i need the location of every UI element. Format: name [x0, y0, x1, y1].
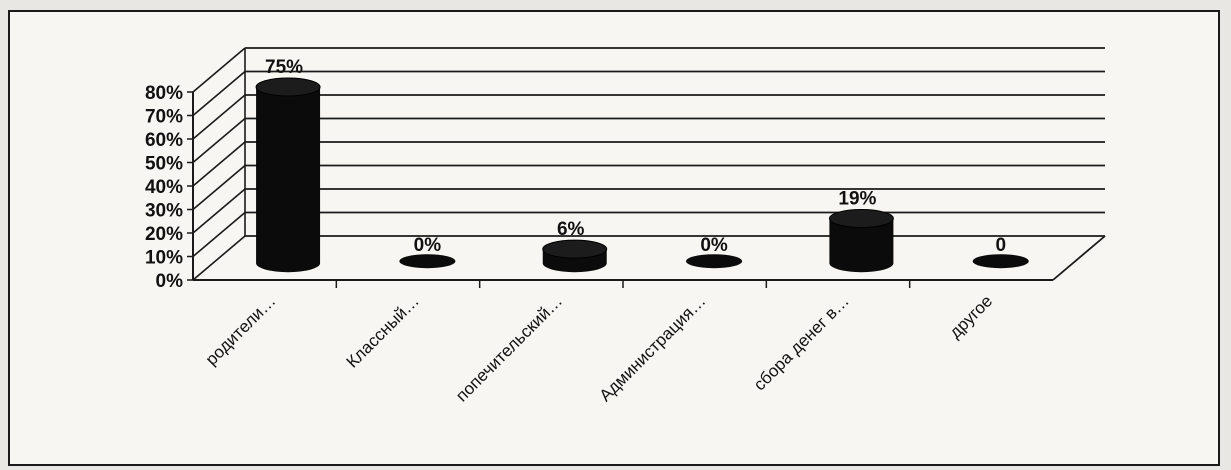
y-tick-label: 30%	[145, 201, 183, 222]
bar	[399, 254, 456, 269]
bar-body	[256, 86, 321, 273]
y-tick-label: 70%	[145, 107, 183, 128]
side-gridline	[192, 70, 246, 117]
bar-zero-disc	[399, 254, 456, 269]
bar-top	[255, 77, 321, 97]
category-label: сбора денег в…	[750, 291, 853, 394]
bar-top	[828, 209, 894, 229]
side-gridline	[192, 235, 246, 281]
y-tick-label: 50%	[145, 154, 183, 175]
y-tick-label: 80%	[145, 83, 183, 104]
bar	[828, 209, 894, 273]
y-tick-label: 60%	[145, 130, 183, 151]
y-tick-label: 10%	[145, 248, 183, 269]
data-label: 0	[995, 235, 1006, 256]
y-tick-label: 40%	[145, 177, 183, 198]
data-label: 75%	[265, 57, 303, 78]
side-gridline	[192, 211, 246, 258]
side-gridline	[192, 188, 246, 234]
category-label: родители…	[202, 291, 280, 369]
bar-layer	[255, 77, 1029, 273]
bar	[686, 254, 743, 269]
category-label: Классный…	[343, 291, 423, 371]
side-gridline	[192, 141, 246, 187]
data-label: 19%	[838, 189, 876, 210]
bar	[972, 254, 1029, 269]
side-gridline	[192, 164, 246, 211]
bar-zero-disc	[686, 254, 743, 269]
y-tick-label: 0%	[156, 271, 184, 292]
bar-body	[829, 218, 894, 273]
category-label: попечительский…	[452, 291, 566, 405]
side-gridline	[192, 117, 246, 164]
bar-zero-disc	[972, 254, 1029, 269]
data-label: 0%	[414, 235, 442, 256]
data-label: 0%	[700, 235, 728, 256]
y-tick-label: 20%	[145, 224, 183, 245]
bar	[542, 239, 608, 273]
axis-layer	[187, 91, 1053, 288]
bar-top	[542, 239, 608, 259]
category-label: Администрация…	[596, 291, 710, 405]
grid-layer	[192, 47, 1106, 281]
side-gridline	[192, 47, 246, 93]
chart-frame	[8, 10, 1220, 466]
side-gridline	[192, 94, 246, 140]
data-label: 6%	[557, 219, 585, 240]
bar	[255, 77, 321, 273]
floor-edge	[1052, 235, 1106, 281]
category-label: другое	[946, 291, 997, 342]
